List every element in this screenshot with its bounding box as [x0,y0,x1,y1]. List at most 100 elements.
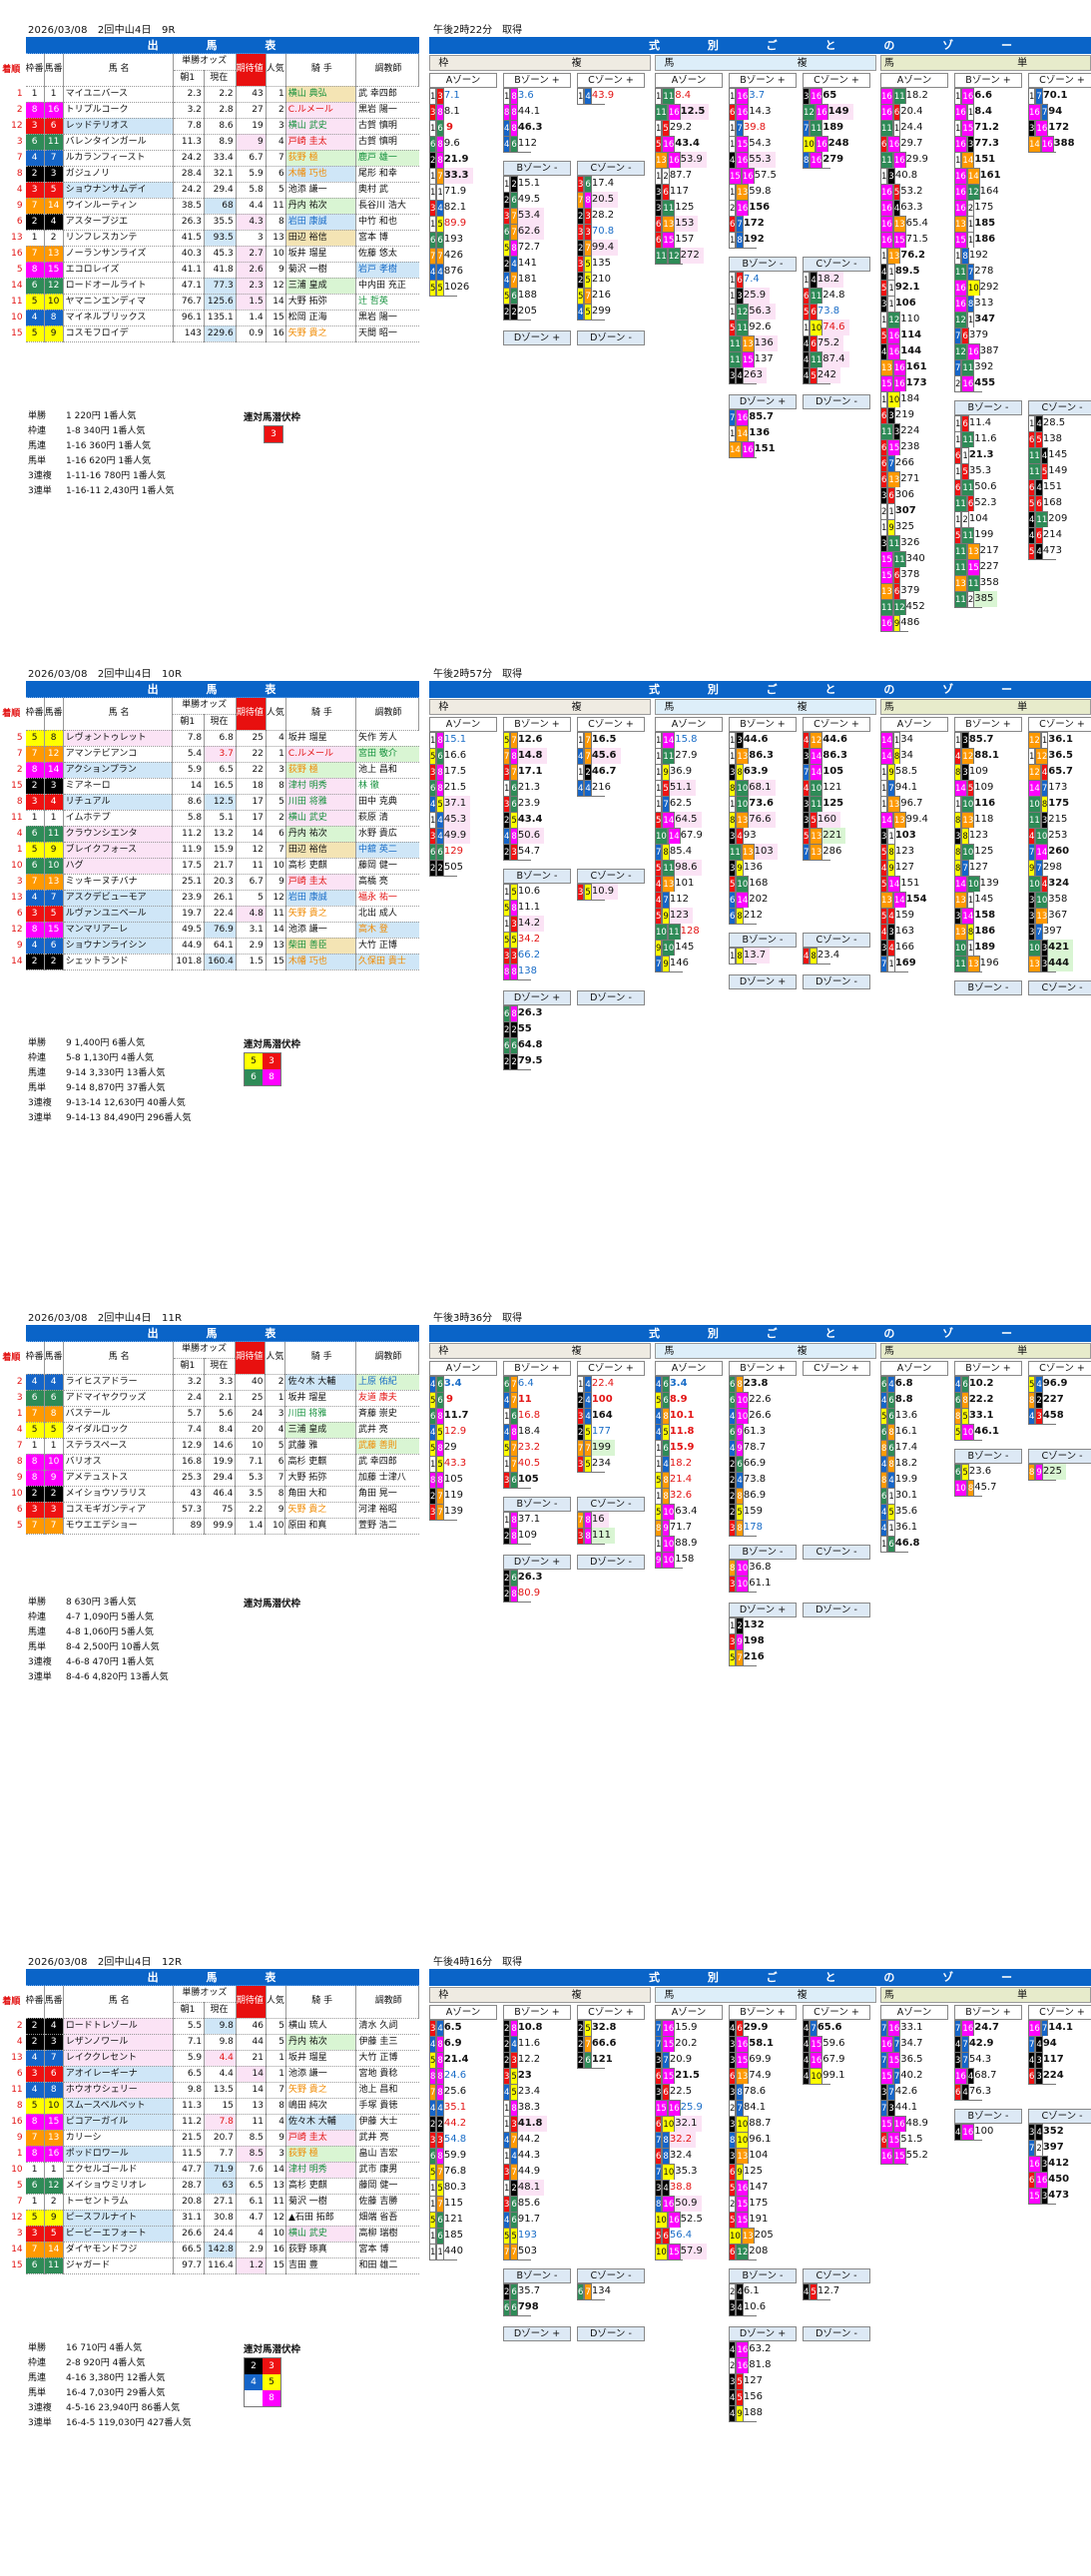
zone-combo[interactable]: 13 16 161 [880,359,927,375]
zone-combo[interactable]: 4 12 44.6 [803,732,847,748]
horse-name[interactable]: ロードトレゾール [63,2018,174,2035]
zone-combo[interactable]: 5 6 73.8 [803,304,839,320]
zone-combo[interactable]: 4 7 45.6 [577,748,621,764]
zone-combo[interactable]: 5 11 98.6 [655,860,702,876]
zone-combo[interactable]: 6 8 21.5 [429,780,466,796]
horse-name[interactable]: ポッドロワール [63,2146,174,2163]
zone-combo[interactable]: 13 1 185 [954,216,995,232]
zone-combo[interactable]: 3 5 127 [729,2373,763,2389]
horse-name[interactable]: ピコアーガイル [63,2114,174,2131]
zone-combo[interactable]: 6 1 30.1 [880,1488,917,1504]
zone-combo[interactable]: 10 15 57.9 [655,2244,707,2259]
horse-name[interactable]: レザンノワール [63,2034,174,2051]
horse-name[interactable]: ハグ [63,858,174,875]
zone-combo[interactable]: 1 7 70.1 [1028,88,1068,104]
zone-combo[interactable]: 4 3 163 [880,924,914,940]
zone-combo[interactable]: 2 6 26.3 [503,1570,543,1586]
horse-row[interactable]: 8 8 10 バリオス 16.8 19.9 7.1 6 高杉 吏麒武 幸四郎 [0,1454,419,1471]
zone-combo[interactable]: 6 8 11.7 [429,1408,469,1424]
zone-combo[interactable]: 2 8 21.9 [429,152,469,168]
zone-combo[interactable]: 1 12 110 [880,312,919,327]
zone-combo[interactable]: 1 3 14.2 [503,916,545,932]
zone-combo[interactable]: 4 5 12.7 [803,2283,839,2299]
zone-combo[interactable]: 3 4 49.9 [429,828,471,844]
zone-combo[interactable]: 1 7 94.1 [880,780,917,796]
zone-combo[interactable]: 1 6 21.3 [503,780,540,796]
zone-combo[interactable]: 4 10 253 [1028,828,1067,844]
zone-combo[interactable]: 7 13 286 [803,844,841,860]
zone-combo[interactable]: 4 4 876 [429,264,463,280]
zone-combo[interactable]: 12 16 149 [803,104,853,120]
zone-combo[interactable]: 4 5 35.6 [880,1504,917,1520]
zone-combo[interactable]: 13 16 53.9 [655,152,707,168]
zone-combo[interactable]: 7 1 169 [880,956,916,971]
horse-row[interactable]: 12 8 15 マンマリアーレ 49.5 76.9 3.1 14 池添 謙一 高木 登 [0,922,419,939]
horse-row[interactable]: 15 5 9 コスモフロイデ 143 229.6 0.9 16 矢野 貴之 天間 昭一 [0,325,419,342]
horse-row[interactable]: 4 3 5 ショウナンサムデイ 24.2 29.4 5.8 5 池添 謙一 奥村 武 [0,182,419,199]
zone-combo[interactable]: 6 12 208 [729,2244,768,2259]
zone-combo[interactable]: 3 14 86.3 [803,748,847,764]
zone-combo[interactable]: 4 5 23.4 [503,2084,540,2100]
zone-combo[interactable]: 4 5 156 [729,2389,763,2405]
zone-combo[interactable]: 4 16 55.3 [729,152,776,168]
zone-combo[interactable]: 4 9 78.7 [729,1440,766,1456]
horse-name[interactable]: アスターブジエ [63,214,174,231]
horse-row[interactable]: 14 2 2 シェットランド 101.8 160.4 1.5 15 木幡 巧也 久保田 貴士 [0,954,419,970]
zone-combo[interactable]: 12 16 387 [954,343,999,359]
horse-row[interactable]: 7 7 12 アマンテビアンコ 5.4 3.7 22 1 C.ルメール 宮田 敬介 [0,746,419,763]
horse-row[interactable]: 12 3 6 レッドテリオス 7.8 8.6 19 3 横山 武史 古賀 慎明 [0,118,419,135]
horse-row[interactable]: 10 4 8 マイネルブリックス 96.1 135.1 1.4 15 松岡 正海 黒岩 陽一 [0,310,419,326]
zone-combo[interactable]: 1 6 7.4 [729,272,760,288]
horse-name[interactable]: レッドテリオス [63,118,174,135]
zone-combo[interactable]: 16 2 175 [954,200,993,216]
zone-combo[interactable]: 7 7 199 [577,1440,615,1456]
zone-combo[interactable]: 3 16 58.1 [729,2036,774,2052]
horse-row[interactable]: 7 1 2 トーセントラム 20.8 27.1 6.1 11 菊沢 一樹 佐藤 吉勝 [0,2194,419,2211]
zone-combo[interactable]: 4 7 42.9 [954,2036,994,2052]
zone-combo[interactable]: 11 16 12.5 [655,104,710,120]
zone-combo[interactable]: 7 8 25.6 [429,2084,466,2100]
zone-combo[interactable]: 6 7 62.6 [503,224,545,240]
horse-row[interactable]: 1 8 16 ポッドロワール 11.5 7.7 8.5 3 荻野 極畠山 吉宏 [0,2146,419,2163]
horse-name[interactable]: ロードオールライト [63,278,174,295]
zone-combo[interactable]: 1 11 8.4 [655,88,691,104]
zone-combo[interactable]: 1 5 35.3 [954,463,991,479]
zone-combo[interactable]: 3 7 42.6 [880,2084,917,2100]
zone-combo[interactable]: 11 5 149 [1028,463,1067,479]
zone-combo[interactable]: 5 13 221 [803,828,846,844]
horse-name[interactable]: リンフレスカンテ [63,230,174,247]
zone-combo[interactable]: 3 5 135 [577,256,611,272]
horse-name[interactable]: アメテュストス [63,1470,174,1487]
zone-combo[interactable]: 11 13 196 [954,956,999,971]
zone-combo[interactable]: 4 5 299 [577,304,611,320]
zone-combo[interactable]: 1 7 39.8 [729,120,766,136]
zone-combo[interactable]: 6 5 138 [1028,431,1062,447]
zone-combo[interactable]: 8 8 138 [503,964,537,979]
zone-combo[interactable]: 8 7 127 [954,860,988,876]
zone-combo[interactable]: 3 7 397 [1028,924,1062,940]
zone-combo[interactable]: 11 1 24.4 [880,120,923,136]
zone-combo[interactable]: 6 13 271 [880,471,919,487]
zone-combo[interactable]: 3 11 326 [880,535,919,551]
zone-combo[interactable]: 6 4 151 [1028,479,1062,495]
horse-row[interactable]: 5 8 15 エコロレイズ 41.1 41.8 2.6 9 菊沢 一樹 岩戸 孝樹 [0,262,419,279]
zone-combo[interactable]: 4 6 10.2 [954,1376,994,1392]
zone-combo[interactable]: 2 6 35.7 [503,2283,540,2299]
zone-combo[interactable]: 4 5 11.8 [655,1424,695,1440]
horse-name[interactable]: バリオス [63,1454,174,1471]
zone-combo[interactable]: 16 8 313 [954,296,993,312]
zone-combo[interactable]: 2 3 12.2 [503,2052,540,2068]
zone-combo[interactable]: 6 4 76.3 [954,2084,991,2100]
zone-combo[interactable]: 2 2 505 [429,860,463,876]
horse-name[interactable]: トーセントラム [63,2194,174,2211]
zone-combo[interactable]: 5 7 216 [729,1649,765,1665]
zone-combo[interactable]: 2 5 43.4 [503,812,543,828]
zone-combo[interactable]: 9 7 298 [1028,860,1062,876]
zone-combo[interactable]: 10 1 189 [954,940,995,956]
zone-combo[interactable]: 5 15 191 [729,2212,768,2228]
zone-combo[interactable]: 7 10 35.3 [655,2164,698,2180]
zone-combo[interactable]: 1 4 18.2 [655,1456,692,1472]
horse-row[interactable]: 11 5 10 ヤマニンエンディマ 76.7 125.6 1.5 14 大野 拓弥辻 哲英 [0,294,419,311]
zone-combo[interactable]: 2 7 119 [429,1488,463,1504]
zone-combo[interactable]: 1 16 6.6 [954,88,992,104]
